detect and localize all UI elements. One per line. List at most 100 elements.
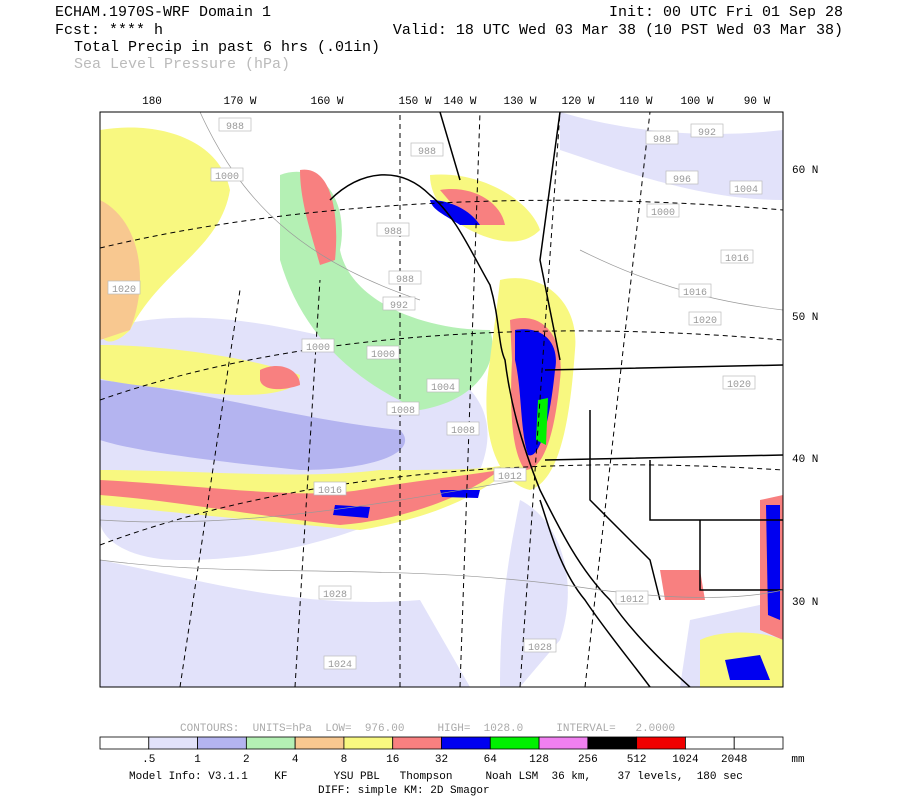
lon-label: 150 W bbox=[398, 96, 431, 108]
color-label: 2048 bbox=[721, 754, 747, 766]
contour-label: 1000 bbox=[651, 208, 675, 219]
contour-label-box bbox=[388, 270, 422, 285]
color-label: 32 bbox=[435, 754, 448, 766]
contour-label: 1020 bbox=[727, 380, 751, 391]
contour-label-box bbox=[720, 249, 754, 264]
contour-label-box bbox=[615, 590, 649, 605]
contour-label: 992 bbox=[390, 301, 408, 312]
contour-label-box bbox=[446, 421, 480, 436]
color-label: 8 bbox=[341, 754, 348, 766]
diff-info: DIFF: simple KM: 2D Smagor bbox=[318, 785, 490, 797]
color-label: 1 bbox=[194, 754, 201, 766]
contour-label: 996 bbox=[673, 175, 691, 186]
lat-label: 60 N bbox=[792, 165, 818, 177]
color-box bbox=[636, 736, 686, 750]
contour-info: CONTOURS: UNITS=hPa LOW= 976.00 HIGH= 10… bbox=[180, 723, 675, 735]
lat-label: 40 N bbox=[792, 454, 818, 466]
lat-label: 50 N bbox=[792, 312, 818, 324]
lon-label: 120 W bbox=[561, 96, 594, 108]
contour-label-box bbox=[426, 378, 460, 393]
contour-label: 1028 bbox=[528, 643, 552, 654]
color-box bbox=[538, 736, 589, 750]
lon-label: 130 W bbox=[503, 96, 536, 108]
contour-label-box bbox=[386, 401, 420, 416]
contour-label-box bbox=[366, 345, 400, 360]
field-name: Total Precip in past 6 hrs (.01in) bbox=[74, 39, 380, 56]
contour-label-box bbox=[210, 167, 244, 182]
lon-label: 110 W bbox=[619, 96, 652, 108]
color-label: 2 bbox=[243, 754, 250, 766]
contour-label-box bbox=[523, 638, 557, 653]
lat-label: 30 N bbox=[792, 597, 818, 609]
color-label: 4 bbox=[292, 754, 299, 766]
color-label: 16 bbox=[386, 754, 399, 766]
contour-label: 988 bbox=[226, 122, 244, 133]
contour-label: 1028 bbox=[323, 590, 347, 601]
contour-label: 988 bbox=[653, 135, 671, 146]
color-box bbox=[489, 736, 540, 750]
color-box bbox=[245, 736, 296, 750]
contour-label-box bbox=[688, 311, 722, 326]
contour-label-box bbox=[318, 585, 352, 600]
lon-label: 140 W bbox=[443, 96, 476, 108]
color-label: .5 bbox=[142, 754, 155, 766]
contour-label-box bbox=[107, 280, 141, 295]
contour-label-box bbox=[678, 283, 712, 298]
contour-label-box bbox=[323, 655, 357, 670]
color-box bbox=[392, 736, 442, 750]
map bbox=[100, 112, 783, 687]
contour-label: 1008 bbox=[391, 406, 415, 417]
contour-label-box bbox=[313, 481, 347, 496]
contour-label-box bbox=[665, 170, 699, 185]
color-box bbox=[99, 736, 150, 750]
color-box bbox=[587, 736, 638, 750]
color-label: 1024 bbox=[672, 754, 699, 766]
contour-label-box bbox=[493, 467, 527, 482]
contour-label: 1000 bbox=[306, 343, 330, 354]
lon-label: 100 W bbox=[680, 96, 713, 108]
contour-label-box bbox=[690, 123, 724, 138]
contour-label-box bbox=[376, 222, 410, 237]
contour-label-box bbox=[645, 130, 679, 145]
color-box bbox=[343, 736, 394, 750]
color-box bbox=[685, 736, 735, 750]
init-time: Init: 00 UTC Fri 01 Sep 28 bbox=[609, 4, 843, 21]
contour-label: 1012 bbox=[498, 472, 522, 483]
field-name: Sea Level Pressure (hPa) bbox=[74, 56, 290, 73]
lon-label: 180 bbox=[142, 96, 162, 108]
contour-label-box bbox=[382, 296, 416, 311]
color-label: 64 bbox=[484, 754, 498, 766]
contour-label-box bbox=[646, 203, 680, 218]
color-label: 256 bbox=[578, 754, 598, 766]
color-label: 512 bbox=[627, 754, 647, 766]
color-box bbox=[148, 736, 198, 750]
lon-label: 160 W bbox=[310, 96, 343, 108]
contour-label-box bbox=[722, 375, 756, 390]
contour-label: 1016 bbox=[683, 288, 707, 299]
model-info: Model Info: V3.1.1 KF YSU PBL Thompson N… bbox=[129, 771, 743, 783]
color-box bbox=[294, 736, 345, 750]
contour-label: 988 bbox=[418, 147, 436, 158]
color-unit: mm bbox=[791, 754, 805, 766]
contour-label: 1012 bbox=[620, 595, 644, 606]
contour-label: 1000 bbox=[371, 350, 395, 361]
contour-label: 988 bbox=[384, 227, 402, 238]
contour-label: 992 bbox=[698, 128, 716, 139]
contour-label-box bbox=[729, 180, 763, 195]
model-title: ECHAM.1970S-WRF Domain 1 bbox=[55, 4, 271, 21]
map-frame bbox=[99, 111, 784, 688]
contour-label: 1024 bbox=[328, 660, 352, 671]
color-box bbox=[441, 736, 491, 750]
contour-label-box bbox=[301, 338, 335, 353]
color-box bbox=[733, 736, 784, 750]
contour-label-box bbox=[218, 117, 252, 132]
contour-label: 1016 bbox=[318, 486, 342, 497]
valid-time: Valid: 18 UTC Wed 03 Mar 38 (10 PST Wed … bbox=[393, 22, 843, 39]
contour-label: 1004 bbox=[431, 383, 455, 394]
contour-label: 1008 bbox=[451, 426, 475, 437]
contour-label: 988 bbox=[396, 275, 414, 286]
color-label: 128 bbox=[529, 754, 549, 766]
lon-label: 90 W bbox=[744, 96, 771, 108]
contour-label: 1016 bbox=[725, 254, 749, 265]
